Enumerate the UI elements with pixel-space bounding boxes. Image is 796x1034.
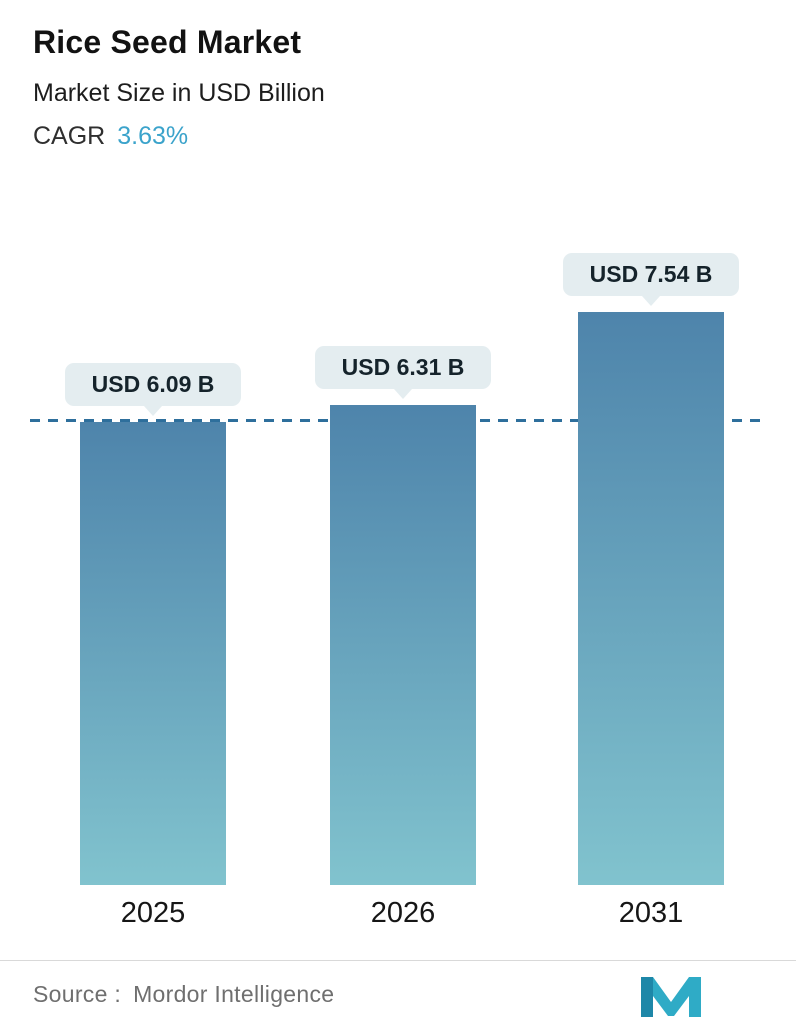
source-text: Source : Mordor Intelligence <box>33 981 334 1008</box>
cagr-line: CAGR 3.63% <box>33 122 325 151</box>
chart-subtitle: Market Size in USD Billion <box>33 79 325 107</box>
cagr-label: CAGR <box>33 122 106 150</box>
mordor-intelligence-logo <box>641 977 701 1017</box>
bar <box>80 422 226 885</box>
bar <box>578 312 724 885</box>
bar-chart-plot: USD 6.09 B USD 6.31 B USD 7.54 B <box>0 230 796 885</box>
value-label-bubble: USD 6.09 B <box>64 363 242 406</box>
bar-group-2031: USD 7.54 B <box>562 253 740 885</box>
value-label: USD 6.31 B <box>341 354 465 380</box>
bar-group-2025: USD 6.09 B <box>64 363 242 885</box>
bubble-pointer <box>394 389 412 399</box>
value-label-bubble: USD 6.31 B <box>314 346 492 389</box>
x-tick-2026: 2026 <box>370 897 436 929</box>
chart-header: Rice Seed Market Market Size in USD Bill… <box>33 24 325 151</box>
footer: Source : Mordor Intelligence <box>33 968 763 1020</box>
source-value: Mordor Intelligence <box>133 980 335 1007</box>
x-tick-2025: 2025 <box>120 897 186 929</box>
bar <box>330 405 476 885</box>
bubble-pointer <box>144 406 162 416</box>
value-label: USD 6.09 B <box>91 371 215 397</box>
source-label: Source : <box>33 980 122 1007</box>
value-label: USD 7.54 B <box>589 261 713 287</box>
cagr-value: 3.63% <box>117 122 189 150</box>
x-axis: 2025 2026 2031 <box>0 897 796 937</box>
bar-group-2026: USD 6.31 B <box>314 346 492 885</box>
bubble-pointer <box>642 296 660 306</box>
value-label-bubble: USD 7.54 B <box>562 253 740 296</box>
chart-title: Rice Seed Market <box>33 24 302 60</box>
x-tick-2031: 2031 <box>618 897 684 929</box>
footer-divider <box>0 960 796 961</box>
